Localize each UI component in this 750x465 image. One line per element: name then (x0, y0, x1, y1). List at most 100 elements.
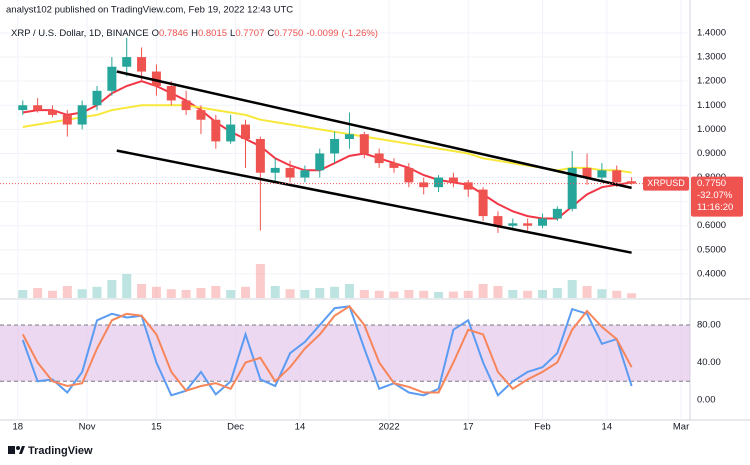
volume-bar (612, 290, 622, 298)
logo-mark (16, 446, 20, 450)
volume-bar (552, 288, 562, 298)
symbol-label: XRPUSD (647, 178, 685, 188)
candle-body (344, 134, 354, 140)
price-tag (691, 176, 743, 217)
candle-body (627, 181, 637, 184)
ohlc-key: H (191, 28, 198, 39)
y-tick-label: 40.00 (697, 357, 721, 368)
volume-bar (33, 288, 43, 298)
candle-body (300, 170, 310, 178)
change: -0.0099 (306, 28, 338, 39)
candle-body (448, 177, 458, 183)
candle-body (241, 124, 251, 140)
volume-bar (226, 290, 236, 298)
volume-bar (582, 286, 592, 298)
moving-average (22, 80, 632, 220)
candle-body (77, 105, 87, 125)
logo (8, 446, 25, 454)
volume-bar (597, 289, 607, 298)
candle-body (151, 71, 161, 87)
volume-bar (537, 290, 547, 298)
x-tick-label: 14 (602, 422, 613, 433)
volume-bar (330, 286, 340, 298)
volume-bar (315, 288, 325, 298)
header: analyst102 published on TradingView.com,… (6, 5, 293, 16)
candle-body (508, 223, 518, 226)
candle-body (285, 167, 295, 178)
ohlc-value: 0.7750 (274, 28, 303, 39)
countdown-label: 11:16:20 (697, 202, 733, 213)
volume-bar (434, 292, 444, 298)
candle-body (166, 86, 176, 101)
volume-bar (211, 286, 221, 298)
y-tick-label: 1.4000 (697, 28, 726, 39)
candle-body (211, 119, 221, 142)
volume-bar (196, 288, 206, 298)
x-tick-label: 14 (295, 422, 306, 433)
candle-body (434, 177, 444, 188)
legend-title: XRP / U.S. Dollar, 1D, BINANCE (11, 28, 149, 39)
logo-mark (8, 446, 15, 454)
volume-bar (151, 286, 161, 298)
candle-body (315, 153, 325, 171)
trendline (116, 149, 632, 254)
x-tick-label: 2022 (378, 422, 399, 433)
candle-body (523, 223, 533, 226)
candle-body (18, 105, 28, 111)
ohlc-key: O (152, 28, 159, 39)
candle-body (359, 134, 369, 154)
change-pct: (-1.26%) (342, 28, 378, 39)
volume-bar (18, 290, 28, 298)
x-tick-label: Mar (673, 422, 689, 433)
candle-body (537, 218, 547, 226)
band-fill (0, 325, 690, 382)
candle-body (552, 208, 562, 219)
candle-body (137, 57, 147, 72)
volume-bar (47, 290, 57, 298)
candle-body (47, 110, 57, 115)
candle-body (122, 57, 132, 67)
symbol-tag (643, 176, 689, 191)
volume-bar (137, 284, 147, 298)
volume-bar (463, 290, 473, 298)
volume-bar (270, 286, 280, 298)
volume-bar (255, 264, 265, 298)
x-tick-label: 17 (463, 422, 474, 433)
change-label: -32.07% (697, 190, 733, 201)
trendline (116, 70, 632, 190)
ohlc-value: 0.7707 (235, 28, 264, 39)
x-tick-label: Dec (227, 422, 244, 433)
x-tick-label: 15 (151, 422, 162, 433)
y-tick-label: 1.0000 (697, 124, 726, 135)
logo-mark (19, 446, 25, 454)
volume-bar (285, 289, 295, 298)
volume-bar (374, 290, 384, 298)
volume-bar (419, 290, 429, 298)
y-tick-label: 1.2000 (697, 76, 726, 87)
y-tick-label: 80.00 (697, 320, 721, 331)
x-tick-label: 18 (13, 422, 24, 433)
volume-bar (478, 284, 488, 298)
candle-body (612, 170, 622, 183)
y-tick-label: 0.5000 (697, 244, 726, 255)
volume-bar (523, 290, 533, 298)
volume-bar (627, 293, 637, 298)
ohlc-key: C (267, 28, 274, 39)
oscillator-line (21, 305, 633, 397)
ohlc-key: L (230, 28, 235, 39)
y-tick-label: 0.9000 (697, 148, 726, 159)
plot-layer: 18 Nov 15 Dec 14 2022 17 Feb 14 Mar 1.4000 1.3000 1.… (0, 0, 750, 433)
candle-body (419, 182, 429, 188)
y-tick-label: 0.4000 (697, 268, 726, 279)
ohlc-value: 0.7846 (159, 28, 188, 39)
volume-bar (404, 290, 414, 298)
oscillator-line (21, 304, 633, 394)
candle-body (478, 189, 488, 217)
candle-body (463, 182, 473, 190)
volume-bar (77, 289, 87, 298)
candle-body (92, 90, 102, 106)
candle-body (196, 110, 206, 120)
candle-body (33, 105, 43, 111)
price-label: 0.7750 (697, 178, 726, 189)
